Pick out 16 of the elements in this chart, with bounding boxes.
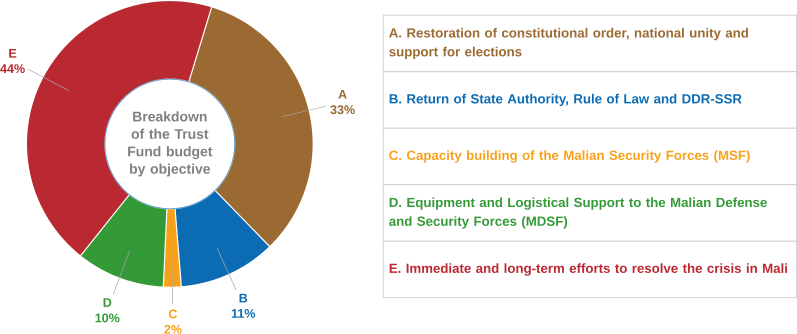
text: D. Equipment and Logistical Support to the Malian Defense and Security Forces (MDSF) (389, 197, 767, 229)
slice-label: C (168, 310, 178, 319)
text: C. Capacity building of the Malian Security Forces (MSF) (389, 150, 750, 163)
slice-label: B (240, 294, 248, 303)
slice-label: A (338, 90, 347, 99)
data-label: 11% (232, 309, 256, 318)
text: A. Restoration of constitutional order, national unity and support for elections (389, 28, 748, 60)
slice-label: E (9, 49, 16, 58)
text: Breakdown of the Trust Fund budget by objective (128, 111, 212, 177)
data-label: 33% (330, 105, 355, 114)
data-label: 10% (95, 314, 120, 322)
text: E. Immediate and long-term efforts to resolve the crisis in Mali (390, 263, 787, 276)
slice-label: D (104, 298, 112, 308)
data-label: 44% (0, 64, 25, 74)
data-label: 2% (164, 324, 182, 334)
text: B. Return of State Authority, Rule of Law and DDR-SSR (390, 94, 742, 106)
